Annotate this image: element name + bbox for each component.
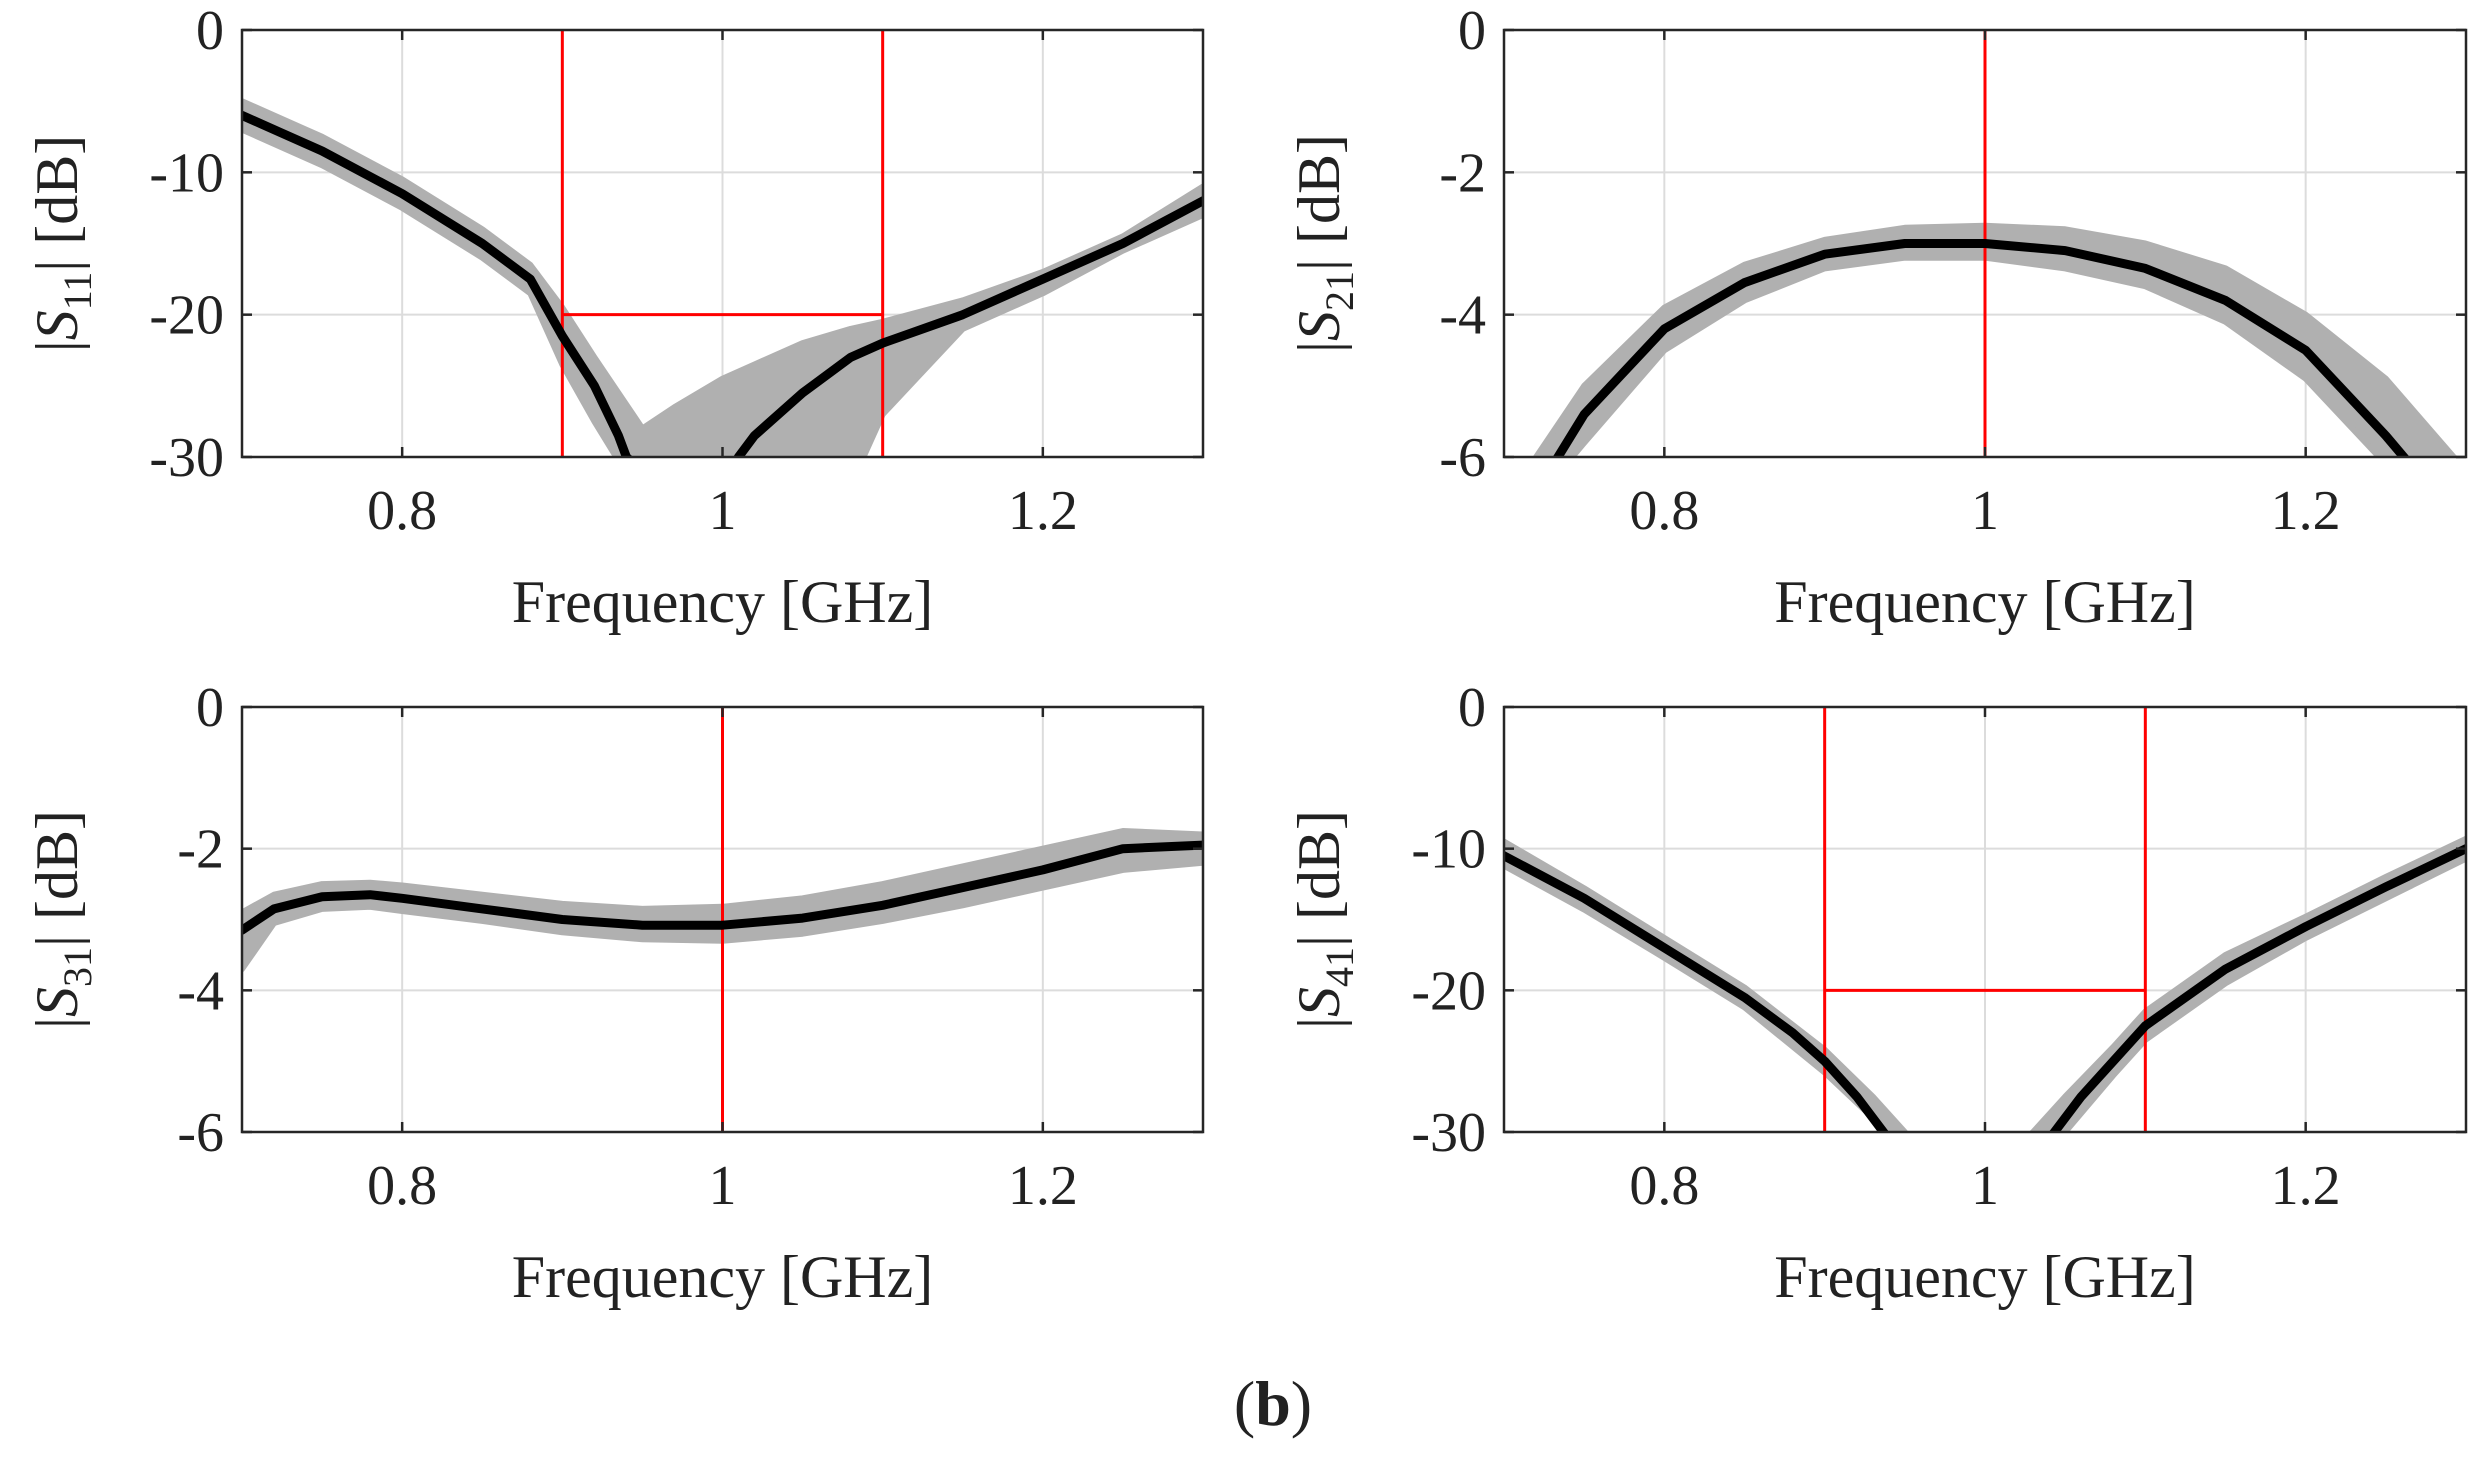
y-tick-label: 0 [1458, 677, 1486, 739]
x-tick-label: 1 [709, 480, 737, 542]
plot-area [1533, 30, 2458, 457]
plot-area [242, 707, 1203, 1132]
plot-area [242, 30, 1203, 457]
y-axis-label: |S11| [dB] [24, 135, 100, 353]
x-tick-label: 1.2 [2271, 480, 2341, 542]
plot-area [1504, 707, 2466, 1132]
x-tick-label: 0.8 [1629, 480, 1699, 542]
y-tick-label: -30 [1411, 1102, 1486, 1164]
y-tick-label: -10 [1411, 819, 1486, 881]
y-tick-label: 0 [196, 677, 224, 739]
subplot-4: 0.8 1 1.2 0 -10 -20 -30 Frequency [GHz] |S41| [d… [1286, 677, 2468, 1310]
y-axis-label: |S41| [dB] [1286, 810, 1362, 1029]
x-axis-label: Frequency [GHz] [512, 569, 934, 635]
y-tick-label: -6 [177, 1102, 224, 1164]
x-tick-label: 0.8 [1629, 1155, 1699, 1217]
caption-letter: b [1255, 1368, 1291, 1439]
subplot-3: 0.8 1 1.2 0 -2 -4 -6 Frequency [GHz] |S31| [dB] [24, 677, 1205, 1310]
y-tick-label: -30 [149, 427, 224, 489]
y-tick-label: 0 [1458, 0, 1486, 62]
nominal-curve [242, 110, 1203, 457]
x-axis-label: Frequency [GHz] [512, 1244, 934, 1310]
y-tick-label: -20 [1411, 960, 1486, 1022]
x-tick-label: 1.2 [1008, 480, 1078, 542]
y-tick-label: -4 [1439, 285, 1486, 347]
y-tick-label: -4 [177, 960, 224, 1022]
x-tick-label: 0.8 [367, 480, 437, 542]
subplot-2: 0.8 1 1.2 0 -2 -4 -6 Frequency [GHz] |S21| [dB] [1286, 0, 2468, 635]
y-axis-label: |S21| [dB] [1286, 134, 1362, 353]
figure-caption: (b) [1234, 1368, 1312, 1439]
y-tick-label: -10 [149, 142, 224, 204]
y-tick-label: -6 [1439, 427, 1486, 489]
x-axis-label: Frequency [GHz] [1774, 1244, 2196, 1310]
y-tick-label: -2 [177, 819, 224, 881]
y-tick-label: -20 [149, 285, 224, 347]
x-tick-label: 0.8 [367, 1155, 437, 1217]
x-tick-label: 1.2 [2271, 1155, 2341, 1217]
y-tick-label: 0 [196, 0, 224, 62]
y-tick-label: -2 [1439, 142, 1486, 204]
x-axis-label: Frequency [GHz] [1774, 569, 2196, 635]
x-tick-label: 1 [709, 1155, 737, 1217]
x-tick-label: 1 [1971, 1155, 1999, 1217]
subplot-1: 0.8 1 1.2 0 -10 -20 -30 Frequency [GHz] |S11| [d… [24, 0, 1205, 635]
variation-band [1533, 222, 2458, 457]
y-axis-label: |S31| [dB] [24, 810, 100, 1029]
nominal-curve [1504, 844, 2466, 1132]
x-tick-label: 1 [1971, 480, 1999, 542]
x-tick-label: 1.2 [1008, 1155, 1078, 1217]
nominal-curve [1552, 239, 2410, 457]
nominal-curve [242, 840, 1203, 935]
